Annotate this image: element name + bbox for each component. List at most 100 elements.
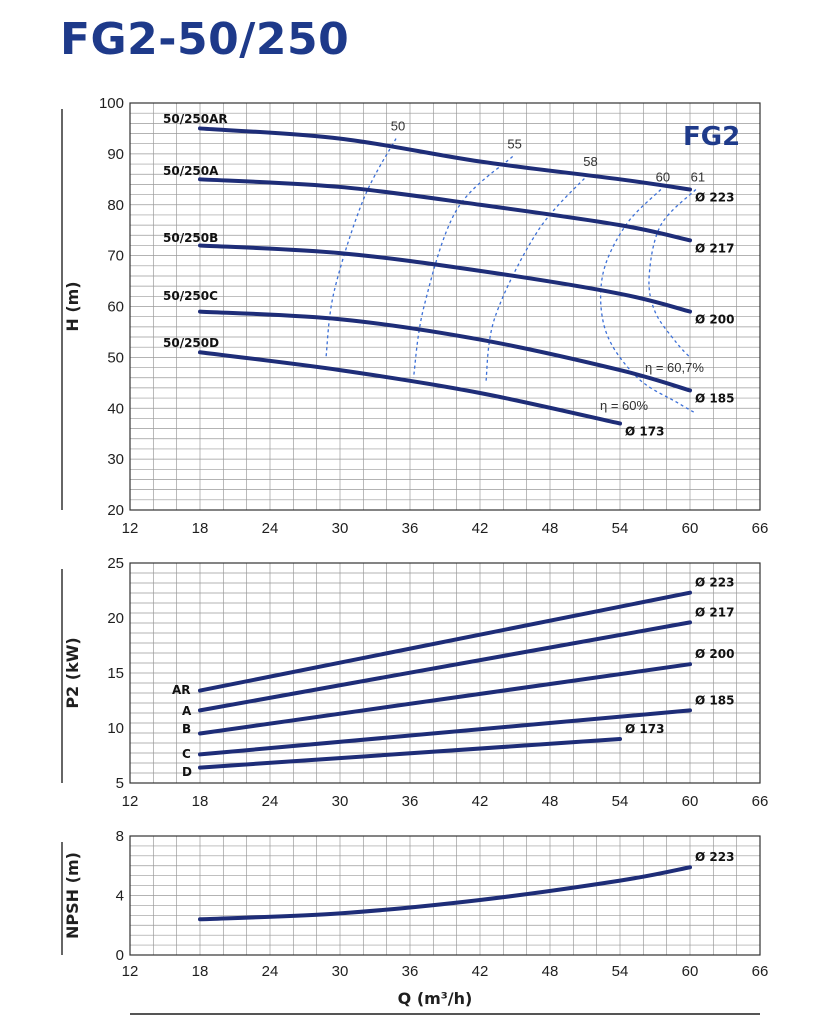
y-tick-label: 25 (107, 555, 124, 572)
y-tick-label: 15 (107, 665, 124, 682)
y-tick-label: 0 (116, 947, 124, 964)
plot-frame (129, 102, 761, 511)
x-tick-label: 54 (612, 793, 629, 810)
series-label: A (182, 704, 192, 718)
series-curve-50/250AR (198, 126, 692, 192)
head-panel: 20 30 40 50 60 70 80 90 100 12 18 24 30 36 42 48 54 60 66 H… (61, 95, 769, 537)
series-curve-50/250C (198, 309, 692, 393)
power-panel: 5 10 15 20 25 12 18 24 30 36 42 48 54 60 66 P2 (kW) Ø 22… (61, 555, 769, 810)
x-tick-label: 60 (682, 520, 699, 537)
page-title: FG2-50/250 (60, 14, 350, 65)
series-label: 50/250B (163, 231, 218, 245)
series-curve-50/250D (198, 350, 622, 426)
efficiency-annotation: η = 60,7% (645, 360, 704, 375)
fg2-badge: FG2 (683, 122, 740, 152)
y-axis-label: NPSH (m) (63, 852, 82, 939)
x-tick-label: 42 (472, 520, 489, 537)
series-curve-AR (198, 590, 692, 693)
diameter-label: Ø 173 (625, 722, 664, 736)
x-tick-label: 54 (612, 520, 629, 537)
x-tick-label: 18 (192, 963, 209, 980)
x-tick-label: 30 (332, 793, 349, 810)
x-tick-label: 36 (402, 793, 419, 810)
y-axis-label: P2 (kW) (63, 637, 82, 708)
x-tick-label: 24 (262, 793, 279, 810)
y-tick-label: 60 (107, 299, 124, 316)
y-tick-label: 30 (107, 451, 124, 468)
y-tick-label: 50 (107, 349, 124, 366)
efficiency-label-50: 50 (391, 119, 405, 134)
diameter-label: Ø 200 (695, 313, 734, 327)
x-tick-label: 24 (262, 963, 279, 980)
diameter-label: Ø 173 (625, 425, 664, 439)
y-tick-label: 10 (107, 720, 124, 737)
y-tick-label: 100 (99, 95, 124, 112)
y-tick-label: 20 (107, 502, 124, 519)
y-tick-label: 70 (107, 248, 124, 265)
grid (129, 102, 761, 511)
x-tick-label: 12 (122, 793, 139, 810)
series-label: D (182, 765, 192, 779)
efficiency-label-58: 58 (583, 154, 597, 169)
series-label: 50/250D (163, 336, 219, 350)
series-curve-A (198, 620, 692, 713)
x-tick-label: 60 (682, 963, 699, 980)
x-tick-label: 54 (612, 963, 629, 980)
x-tick-label: 48 (542, 793, 559, 810)
series-curve-C (198, 708, 692, 757)
axis-decorations: Q (m³/h) (130, 989, 760, 1015)
diameter-label: Ø 217 (695, 241, 734, 255)
series-label: 50/250A (163, 164, 219, 178)
x-tick-label: 60 (682, 793, 699, 810)
efficiency-curve-50 (325, 138, 397, 358)
diameter-label: Ø 223 (695, 576, 734, 590)
x-tick-label: 48 (542, 520, 559, 537)
diameter-label: Ø 223 (695, 190, 734, 204)
series-label: C (182, 747, 191, 761)
x-tick-label: 66 (752, 963, 769, 980)
x-tick-label: 66 (752, 793, 769, 810)
diameter-label: Ø 217 (695, 605, 734, 619)
series-label: B (182, 722, 191, 736)
series-curve-50/250B (198, 243, 692, 314)
x-tick-label: 18 (192, 520, 209, 537)
x-tick-label: 66 (752, 520, 769, 537)
efficiency-annotation: η = 60% (600, 398, 649, 413)
y-tick-label: 20 (107, 610, 124, 627)
x-tick-label: 24 (262, 520, 279, 537)
grid (129, 835, 761, 956)
y-tick-label: 80 (107, 197, 124, 214)
efficiency-label-60: 60 (656, 169, 670, 184)
plot-frame (129, 835, 761, 956)
series-curve (198, 865, 692, 922)
y-tick-label: 5 (116, 775, 124, 792)
diameter-label: Ø 185 (695, 693, 734, 707)
x-tick-label: 18 (192, 793, 209, 810)
x-tick-label: 36 (402, 963, 419, 980)
series-curve-D (198, 737, 622, 770)
series-curve-B (198, 662, 692, 736)
x-tick-label: 42 (472, 963, 489, 980)
efficiency-label-55: 55 (507, 136, 521, 151)
series-label: AR (172, 683, 191, 697)
efficiency-curve-55 (412, 155, 514, 378)
y-axis-label: H (m) (63, 281, 82, 331)
x-tick-label: 36 (402, 520, 419, 537)
plot-frame (129, 562, 761, 784)
x-tick-label: 48 (542, 963, 559, 980)
x-tick-label: 30 (332, 520, 349, 537)
efficiency-curve-61 (648, 189, 697, 358)
y-tick-label: 4 (116, 888, 124, 905)
x-tick-label: 42 (472, 793, 489, 810)
x-axis-label: Q (m³/h) (398, 989, 473, 1008)
x-tick-label: 12 (122, 520, 139, 537)
y-tick-label: 40 (107, 400, 124, 417)
y-tick-label: 8 (116, 828, 124, 845)
diameter-label: Ø 200 (695, 647, 734, 661)
y-tick-label: 90 (107, 146, 124, 163)
series-curve-50/250A (198, 177, 692, 243)
diameter-label: Ø 185 (695, 391, 734, 405)
diameter-label: Ø 223 (695, 850, 734, 864)
